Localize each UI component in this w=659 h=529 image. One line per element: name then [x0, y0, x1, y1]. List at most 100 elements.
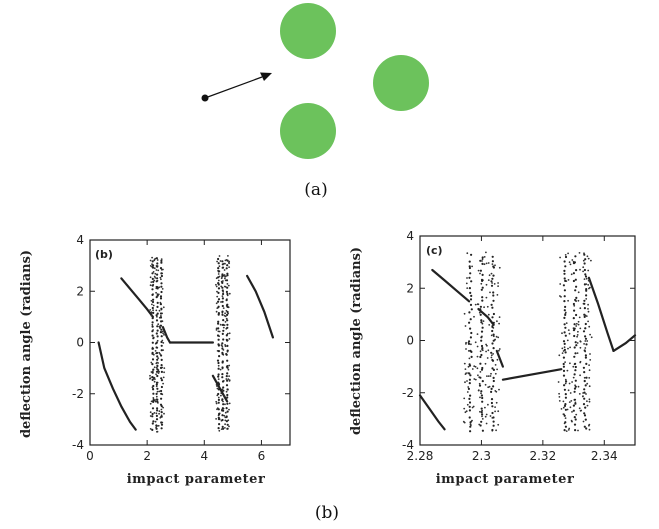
data-point [477, 374, 479, 377]
data-point [463, 407, 466, 410]
data-point [155, 385, 158, 388]
data-marks [97, 255, 274, 433]
data-point [585, 427, 588, 430]
data-point [492, 299, 495, 302]
data-point [583, 315, 586, 318]
data-point [215, 283, 217, 286]
data-point [226, 323, 229, 326]
data-point [585, 298, 588, 300]
data-point [155, 424, 158, 427]
data-point [226, 388, 229, 391]
data-point [156, 390, 159, 393]
y-tick-label: -2 [72, 387, 84, 401]
data-point [151, 306, 154, 310]
data-point [466, 277, 468, 279]
data-point [159, 297, 163, 300]
data-point [226, 349, 229, 352]
data-point [225, 378, 228, 380]
data-point [578, 393, 581, 395]
scatter-disc-right [373, 55, 429, 111]
data-point [587, 310, 590, 313]
data-point [585, 343, 588, 346]
data-point [494, 364, 497, 366]
data-point [585, 277, 588, 280]
data-point [480, 339, 483, 342]
data-point [491, 405, 494, 408]
data-point [579, 307, 582, 310]
data-point [225, 299, 228, 302]
data-point [468, 416, 471, 419]
data-point [480, 407, 483, 410]
data-point [469, 394, 472, 397]
data-point [150, 314, 153, 317]
data-point [496, 320, 498, 323]
data-point [568, 261, 571, 264]
data-point [151, 325, 154, 328]
data-point [160, 290, 163, 294]
caption-b: (b) [315, 503, 339, 523]
data-point [224, 321, 227, 323]
data-point [490, 280, 493, 283]
data-point [563, 342, 566, 345]
data-point [226, 393, 229, 397]
data-point [155, 346, 158, 349]
data-point [488, 274, 491, 277]
x-tick-label: 4 [200, 449, 208, 463]
data-point [221, 260, 224, 263]
data-point [479, 362, 482, 365]
data-point [564, 313, 567, 316]
data-point [476, 333, 479, 335]
data-point [473, 315, 475, 318]
data-point [221, 295, 224, 297]
data-point [226, 264, 229, 267]
data-point [588, 287, 590, 290]
data-point [226, 332, 229, 335]
data-point [217, 305, 220, 308]
data-point [159, 353, 162, 355]
data-point [151, 321, 154, 324]
data-point [151, 300, 155, 304]
data-point [579, 361, 582, 364]
data-point [481, 400, 484, 403]
data-point [149, 265, 152, 267]
data-point [573, 373, 576, 376]
data-point [487, 403, 489, 406]
data-point [480, 336, 483, 339]
data-point [162, 406, 165, 409]
data-point [492, 368, 495, 371]
y-tick-label: 0 [406, 334, 414, 348]
data-point [156, 305, 159, 308]
data-point [476, 355, 479, 358]
data-point [467, 342, 471, 345]
data-point [226, 402, 229, 405]
data-point [155, 418, 159, 421]
data-point [162, 376, 165, 379]
data-point [159, 324, 163, 327]
data-point [491, 306, 494, 309]
data-point [151, 288, 154, 291]
data-point [561, 352, 564, 354]
data-point [480, 321, 483, 324]
data-point [579, 340, 582, 343]
data-point [226, 286, 229, 289]
data-point [217, 401, 220, 404]
data-point [573, 398, 576, 401]
data-point [223, 285, 226, 288]
data-point [466, 287, 469, 289]
data-point [586, 255, 589, 258]
data-point [491, 277, 494, 280]
data-point [478, 384, 482, 387]
data-point [226, 292, 229, 296]
data-point [567, 299, 569, 302]
data-point [220, 344, 223, 347]
data-curve [120, 277, 154, 318]
data-point [228, 402, 231, 405]
data-point [217, 398, 220, 401]
trajectory-arrow-head [260, 72, 272, 81]
data-point [225, 384, 229, 387]
data-point [160, 349, 163, 352]
y-tick-label: 0 [76, 336, 84, 350]
data-point [226, 259, 229, 262]
data-point [160, 259, 163, 262]
data-point [217, 298, 221, 301]
